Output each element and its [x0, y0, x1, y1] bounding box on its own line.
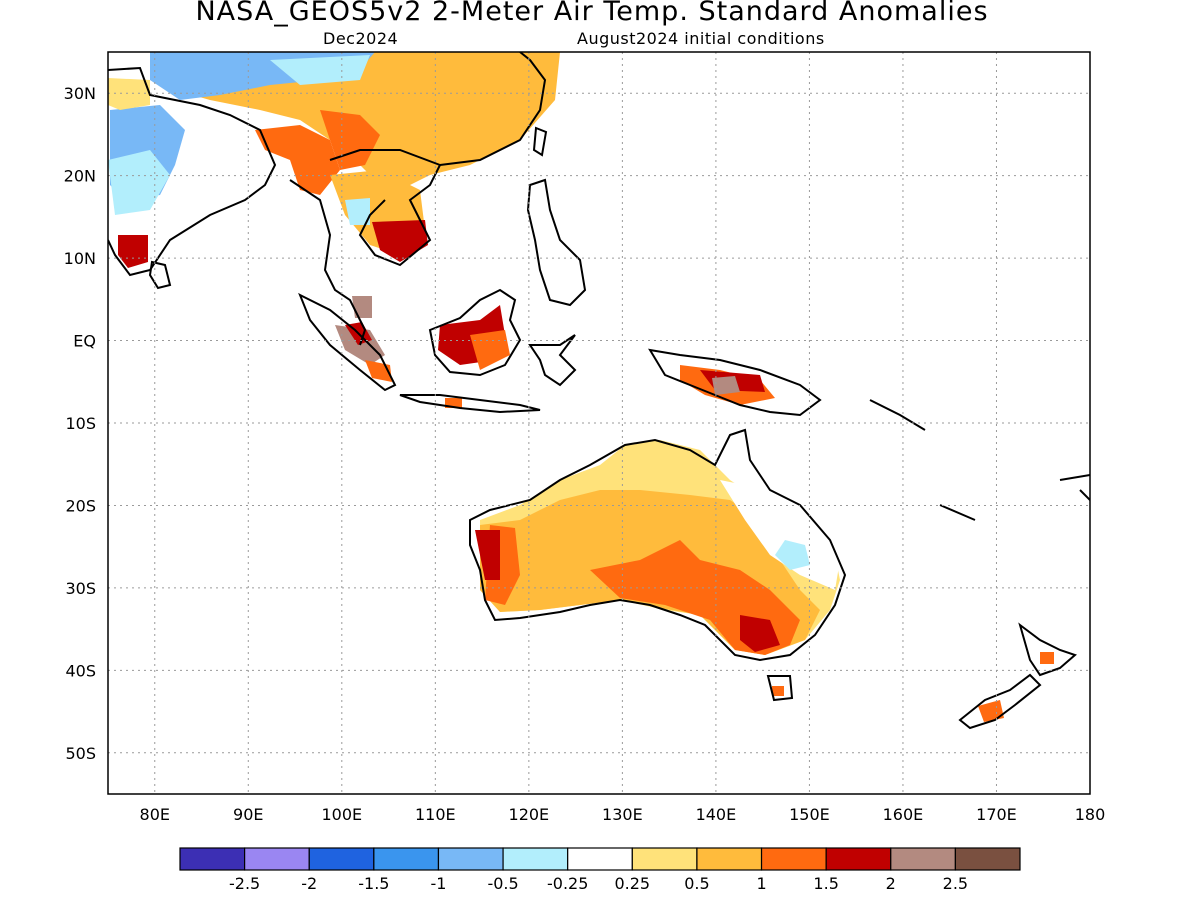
coast-sulawesi	[528, 334, 577, 387]
lon-tick-label: 130E	[602, 805, 643, 824]
colorbar-label: -1	[430, 874, 446, 893]
coast-australia	[469, 428, 847, 662]
coastlines	[108, 52, 1090, 730]
coast-tasmania	[766, 675, 794, 702]
colorbar-label: 0.5	[684, 874, 709, 893]
lon-tick-label: 150E	[789, 805, 830, 824]
anomaly-region-nz-north	[1040, 652, 1054, 664]
anomaly-region-china-south-warm	[320, 110, 380, 170]
lat-tick-label: 30N	[64, 84, 96, 103]
colorbar-swatch	[308, 847, 375, 871]
colorbar-swatch	[760, 847, 827, 871]
lon-tick-label: 140E	[696, 805, 737, 824]
colorbar-label: -0.25	[547, 874, 588, 893]
colorbar-swatch	[373, 847, 440, 871]
anomaly-region-tibet-lightblue	[270, 55, 370, 85]
lat-tick-label: 50S	[65, 744, 96, 763]
coast-nz-north	[1018, 622, 1077, 677]
initial-conditions: August2024 initial conditions	[577, 29, 825, 48]
anomaly-region-australia-sw-red	[475, 530, 500, 580]
anomaly-fields	[108, 52, 1054, 722]
anomaly-region-nz	[978, 700, 1004, 722]
colorbar-swatch	[890, 847, 956, 871]
coast-taiwan	[532, 126, 548, 157]
coast-srilanka	[148, 260, 172, 290]
anomaly-region-australia-white	[720, 480, 840, 590]
colorbar-swatch	[179, 847, 246, 871]
anomaly-region-newguinea-brown	[712, 376, 740, 395]
anomaly-region-malaya	[352, 296, 372, 318]
anomaly-region-mekong-hot	[372, 220, 428, 262]
lon-tick-label: 100E	[321, 805, 362, 824]
lat-tick-label: 10N	[64, 249, 96, 268]
lon-tick-label: 110E	[415, 805, 456, 824]
forecast-month: Dec2024	[323, 29, 399, 48]
coast-newguinea	[648, 348, 822, 417]
map-frame	[107, 51, 1091, 795]
colorbar-label: 0.25	[614, 874, 650, 893]
colorbar-swatch	[567, 847, 633, 871]
colorbar-swatch	[244, 847, 310, 871]
colorbar-label: -1.5	[358, 874, 389, 893]
lon-tick-label: 120E	[509, 805, 550, 824]
coast-pacific-islands	[869, 399, 1090, 521]
coast-china	[439, 52, 547, 166]
lon-tick-label: 160E	[883, 805, 924, 824]
axis-labels: 30N 20N 10N EQ 10S 20S 30S 40S 50S 80E 90E 100E 110E…	[64, 84, 1106, 824]
colorbar-swatch	[437, 847, 504, 871]
anomaly-region-tasmania	[772, 686, 784, 696]
coast-indochina	[289, 149, 442, 346]
lat-tick-label: 20S	[65, 496, 96, 515]
colorbar-label: 1.5	[813, 874, 838, 893]
anomaly-region-australia-se-red	[740, 615, 780, 652]
lat-tick-label: EQ	[73, 332, 96, 351]
anomaly-region-asia-warm	[175, 52, 560, 190]
coast-borneo	[428, 288, 522, 377]
coast-java	[399, 394, 541, 414]
anomaly-region-myanmar-warm	[255, 125, 340, 195]
anomaly-region-indochina-light	[345, 198, 370, 225]
lat-tick-label: 20N	[64, 167, 96, 186]
lat-tick-label: 30S	[65, 579, 96, 598]
colorbar-label: 2.5	[943, 874, 968, 893]
chart-title: NASA_GEOS5v2 2-Meter Air Temp. Standard …	[195, 0, 989, 27]
colorbar-label: 1	[756, 874, 766, 893]
lon-tick-label: 90E	[233, 805, 263, 824]
lon-tick-label: 180	[1075, 805, 1106, 824]
lat-tick-label: 10S	[65, 414, 96, 433]
colorbar-label: 2	[886, 874, 896, 893]
gridlines	[108, 52, 1090, 794]
coast-sumatra	[298, 292, 397, 392]
colorbar-swatch	[954, 847, 1021, 871]
colorbar-swatch	[502, 847, 569, 871]
anomaly-region-india-south-warm	[118, 235, 148, 268]
colorbar-label: -0.5	[487, 874, 518, 893]
lat-tick-label: 40S	[65, 661, 96, 680]
colorbar-swatch	[631, 847, 698, 871]
colorbar-label: -2	[301, 874, 317, 893]
lon-tick-label: 170E	[976, 805, 1017, 824]
colorbar-swatch	[825, 847, 892, 871]
anomaly-region-borneo-warm	[470, 330, 510, 370]
coast-nz-south	[958, 673, 1042, 730]
colorbar-swatch	[696, 847, 763, 871]
coast-philippines	[526, 178, 587, 307]
colorbar-label: -2.5	[229, 874, 260, 893]
anomaly-region-india-warm	[108, 78, 150, 110]
anomaly-region-australia-lightblue	[775, 540, 810, 570]
coast-india	[108, 66, 277, 277]
colorbar: -2.5 -2 -1.5 -1 -0.5 -0.25 0.25 0.5 1 1.5 2 2.5	[179, 847, 1021, 893]
lon-tick-label: 80E	[140, 805, 170, 824]
